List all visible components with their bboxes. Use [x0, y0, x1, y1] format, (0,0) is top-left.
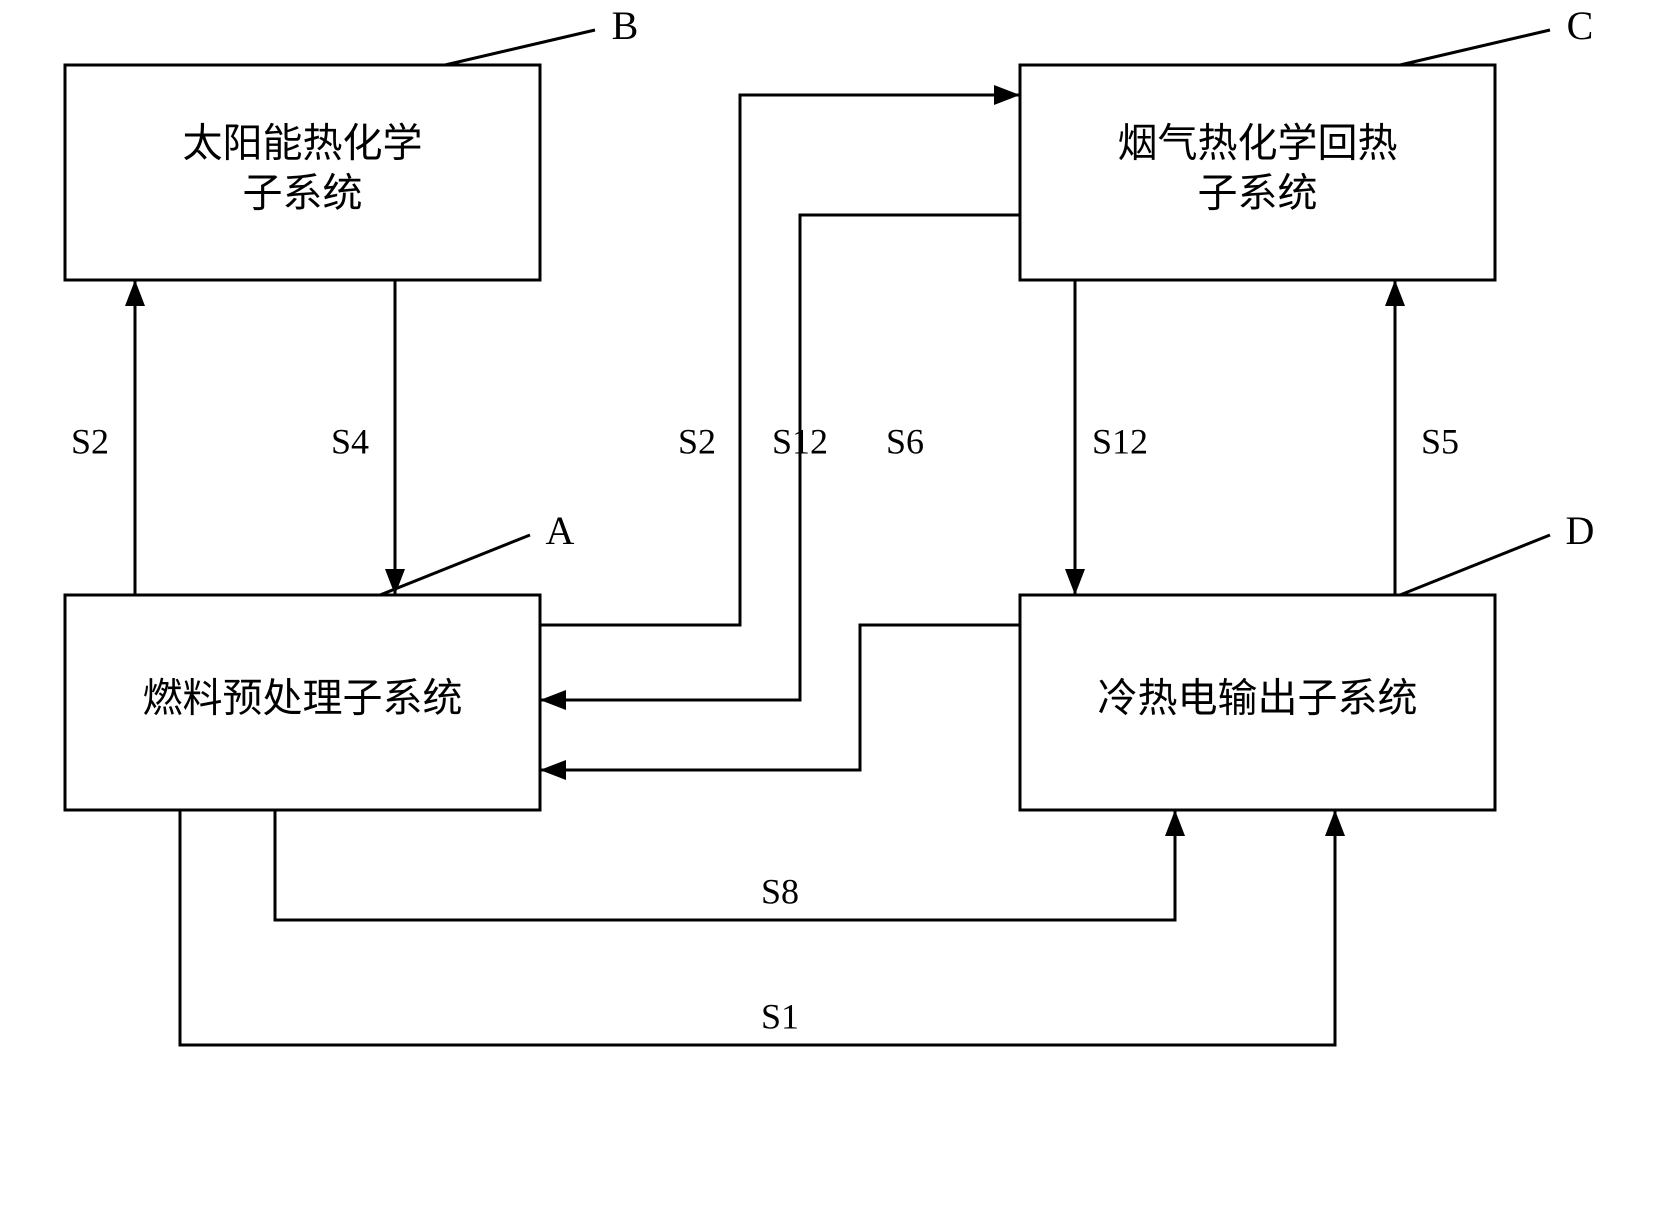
- box-label-B-line0: 太阳能热化学: [183, 121, 423, 166]
- callout-letter-C: C: [1567, 3, 1594, 48]
- edge-label-S2_AB: S2: [71, 421, 109, 461]
- box-label-C-line1: 子系统: [1198, 171, 1318, 216]
- callout-line-A: [380, 535, 530, 595]
- edge-label-S6_DA: S6: [886, 421, 924, 461]
- edge-S6_DA: [540, 625, 1020, 770]
- edge-label-S8_AD: S8: [761, 871, 799, 911]
- box-label-B-line1: 子系统: [243, 171, 363, 216]
- callout-line-D: [1400, 535, 1550, 595]
- edge-S1_AD: [180, 810, 1335, 1045]
- arrowhead-S2_AC: [994, 85, 1020, 105]
- edge-S2_AC: [540, 95, 1020, 625]
- arrowhead-S2_AB: [125, 280, 145, 306]
- callout-line-B: [445, 30, 595, 65]
- box-label-A-line0: 燃料预处理子系统: [143, 676, 463, 721]
- edge-label-S5_DC: S5: [1421, 421, 1459, 461]
- callout-letter-D: D: [1566, 508, 1595, 553]
- callout-line-C: [1400, 30, 1550, 65]
- edge-label-S2_AC: S2: [678, 421, 716, 461]
- callout-letter-B: B: [612, 3, 639, 48]
- edge-label-S1_AD: S1: [761, 996, 799, 1036]
- arrowhead-S8_AD: [1165, 810, 1185, 836]
- callout-letter-A: A: [546, 508, 575, 553]
- arrowhead-S12_CA: [540, 690, 566, 710]
- arrowhead-S1_AD: [1325, 810, 1345, 836]
- edge-label-S12_CA: S12: [772, 421, 828, 461]
- arrowhead-S6_DA: [540, 760, 566, 780]
- arrowhead-S12_CD: [1065, 569, 1085, 595]
- box-label-D-line0: 冷热电输出子系统: [1098, 676, 1418, 721]
- edge-S8_AD: [275, 810, 1175, 920]
- edge-label-S4_BA: S4: [331, 421, 369, 461]
- box-label-C-line0: 烟气热化学回热: [1118, 121, 1398, 166]
- edge-label-S12_CD: S12: [1092, 421, 1148, 461]
- arrowhead-S5_DC: [1385, 280, 1405, 306]
